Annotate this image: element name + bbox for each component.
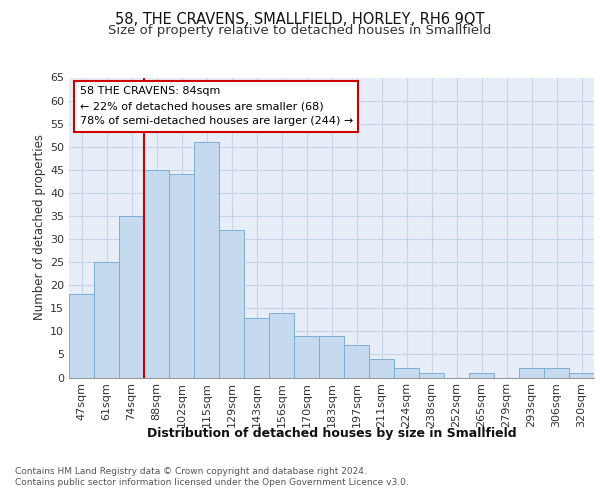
Bar — [319, 336, 344, 378]
Bar — [194, 142, 219, 378]
Bar — [469, 373, 494, 378]
Bar — [544, 368, 569, 378]
Bar — [519, 368, 544, 378]
Y-axis label: Number of detached properties: Number of detached properties — [33, 134, 46, 320]
Bar — [419, 373, 444, 378]
Bar — [219, 230, 244, 378]
Bar — [94, 262, 119, 378]
Text: 58 THE CRAVENS: 84sqm
← 22% of detached houses are smaller (68)
78% of semi-deta: 58 THE CRAVENS: 84sqm ← 22% of detached … — [79, 86, 353, 126]
Bar — [144, 170, 169, 378]
Bar — [294, 336, 319, 378]
Bar — [394, 368, 419, 378]
Bar — [569, 373, 594, 378]
Text: Distribution of detached houses by size in Smallfield: Distribution of detached houses by size … — [146, 428, 517, 440]
Bar — [69, 294, 94, 378]
Bar — [269, 313, 294, 378]
Bar — [369, 359, 394, 378]
Bar — [169, 174, 194, 378]
Bar — [244, 318, 269, 378]
Bar — [119, 216, 144, 378]
Bar — [344, 345, 369, 378]
Text: 58, THE CRAVENS, SMALLFIELD, HORLEY, RH6 9QT: 58, THE CRAVENS, SMALLFIELD, HORLEY, RH6… — [115, 12, 485, 28]
Text: Size of property relative to detached houses in Smallfield: Size of property relative to detached ho… — [109, 24, 491, 37]
Text: Contains HM Land Registry data © Crown copyright and database right 2024.
Contai: Contains HM Land Registry data © Crown c… — [15, 468, 409, 487]
